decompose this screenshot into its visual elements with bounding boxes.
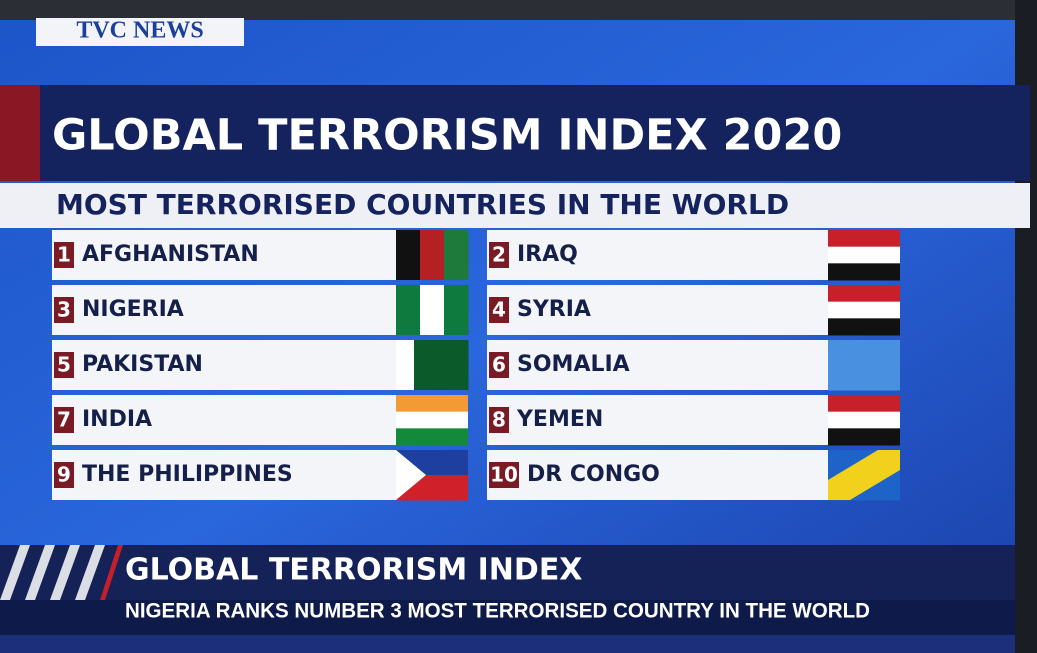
- rank-box: [489, 407, 509, 433]
- ticker-stripes: [0, 545, 105, 600]
- rank-number: 4: [492, 298, 506, 322]
- country-name: PAKISTAN: [82, 352, 203, 377]
- flag-stripe: [420, 285, 445, 335]
- flag-stripe: [828, 301, 900, 319]
- flag-stripe: [828, 285, 900, 303]
- country-name: DR CONGO: [527, 462, 660, 487]
- rank-box: [54, 407, 74, 433]
- ranking-row: 3 NIGERIA: [52, 285, 469, 335]
- flag-stripe: [444, 285, 469, 335]
- ticker-sub-band: [0, 600, 1015, 635]
- rank-box: [489, 242, 509, 268]
- rank-number: 10: [490, 463, 518, 487]
- country-name: THE PHILIPPINES: [82, 462, 293, 487]
- rank-number: 2: [492, 243, 506, 267]
- flag-stripe: [414, 340, 433, 390]
- rank-number: 3: [57, 298, 71, 322]
- country-name: NIGERIA: [82, 297, 184, 322]
- flag-stripe: [396, 285, 421, 335]
- title-accent: [0, 85, 40, 181]
- logo: TVC NEWS: [76, 18, 203, 44]
- flag-diagonal: [828, 450, 900, 500]
- ranking-row: 2 IRAQ: [487, 230, 900, 281]
- country-name: YEMEN: [516, 407, 603, 432]
- ranking-row: 10 DR CONGO: [487, 450, 900, 501]
- rankings: 1 AFGHANISTAN 2 IRAQ 3 NIGERIA 4 SYRIA 5 PAKISTAN…: [52, 230, 900, 501]
- flag-stripe: [396, 395, 468, 413]
- logo-box: [36, 18, 244, 46]
- flag-triangle: [396, 450, 426, 500]
- flag-stripe: [828, 411, 900, 429]
- rank-box: [489, 297, 509, 323]
- top-bezel: [0, 0, 1037, 20]
- flag-stripe: [828, 263, 900, 281]
- rank-box: [54, 297, 74, 323]
- title: GLOBAL TERRORISM INDEX 2020: [52, 111, 842, 161]
- flag-stripe: [432, 340, 451, 390]
- flag-stripe: [828, 428, 900, 446]
- country-name: AFGHANISTAN: [82, 242, 259, 267]
- rank-number: 9: [57, 463, 71, 487]
- country-name: IRAQ: [517, 242, 578, 267]
- ticker-headline: GLOBAL TERRORISM INDEX: [125, 553, 582, 588]
- ticker-band: [0, 545, 1015, 600]
- flag-stripe: [396, 428, 468, 446]
- flag-stripe: [396, 340, 415, 390]
- ticker-subline: NIGERIA RANKS NUMBER 3 MOST TERRORISED C…: [125, 600, 870, 623]
- country-name: SOMALIA: [517, 352, 630, 377]
- bottom-bar: [0, 635, 1015, 653]
- ranking-row: 5 PAKISTAN: [52, 340, 469, 390]
- flag-stripe: [828, 318, 900, 336]
- rank-number: 5: [57, 353, 71, 377]
- subtitle: MOST TERRORISED COUNTRIES IN THE WORLD: [56, 188, 789, 221]
- ranking-row: 8 YEMEN: [487, 395, 900, 446]
- rank-box: [54, 242, 74, 268]
- title-band: [0, 85, 1030, 181]
- rank-box: [489, 352, 509, 378]
- ranking-row: 1 AFGHANISTAN: [52, 230, 469, 280]
- subtitle-band: [0, 183, 1030, 228]
- flag-stripe: [420, 230, 445, 280]
- ticker-accent: [100, 545, 123, 600]
- rank-number: 7: [57, 408, 71, 432]
- rank-number: 8: [492, 408, 506, 432]
- country-name: SYRIA: [517, 297, 591, 322]
- flag-stripe: [396, 230, 421, 280]
- rank-box: [489, 462, 519, 488]
- flag-stripe: [828, 340, 900, 391]
- flag-stripe: [828, 395, 900, 413]
- ranking-row: 4 SYRIA: [487, 285, 900, 336]
- country-name: INDIA: [82, 407, 152, 432]
- ranking-row: 6 SOMALIA: [487, 340, 900, 391]
- rank-box: [54, 462, 74, 488]
- ranking-row: 9 THE PHILIPPINES: [52, 450, 468, 501]
- rank-number: 6: [492, 353, 506, 377]
- rank-number: 1: [57, 243, 71, 267]
- rank-box: [54, 352, 74, 378]
- flag-stripe: [396, 411, 468, 429]
- flag-stripe: [828, 230, 900, 248]
- flag-stripe: [828, 246, 900, 264]
- flag-stripe: [444, 230, 469, 280]
- ranking-row: 7 INDIA: [52, 395, 468, 446]
- flag-stripe: [450, 340, 469, 390]
